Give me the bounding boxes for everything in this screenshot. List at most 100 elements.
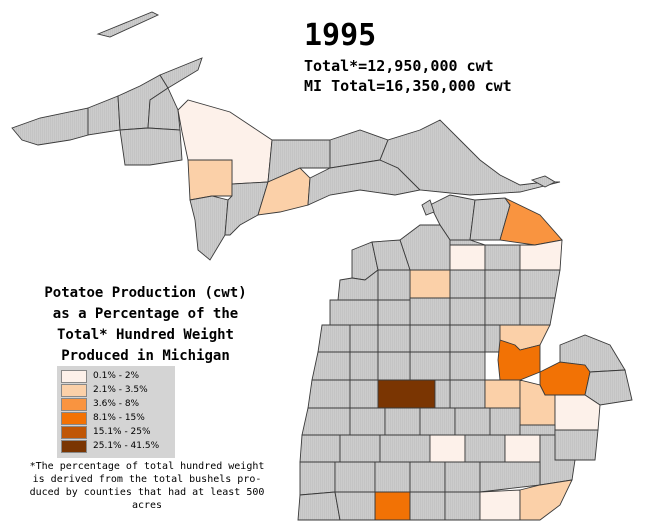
year-title: 1995 [304,18,377,53]
county-menominee [189,195,229,261]
county-kalamazoo [339,434,381,463]
county-ingham [419,407,456,436]
county-montcalm-s [377,379,436,409]
county-ionia [349,379,379,409]
footnote-line: *The percentage of total hundred weight [29,461,265,472]
county-grand-traverse [371,239,411,271]
county-kent [349,351,379,381]
county-ontonagon [87,95,121,136]
total-cwt-line: Total*=12,950,000 cwt [304,57,494,75]
legend-item: 3.6% - 8% [61,397,139,411]
county-midland [449,351,486,381]
county-gogebic [11,107,89,146]
county-gladwin [484,324,501,353]
county-berrien-s [297,491,341,521]
footnote-line: duced by counties that had at least 500 [29,487,265,498]
legend-title-line: Potatoe Production (cwt) [44,285,247,301]
legend-label: 2.1% - 3.5% [93,385,148,395]
legend-swatch [61,383,87,397]
legend-label: 3.6% - 8% [93,399,140,409]
county-lenawee [444,461,481,493]
county-oakland [489,407,521,436]
county-st-clair [554,394,601,431]
county-genesee [519,424,556,436]
legend-title-line: Produced in Michigan [61,348,230,364]
county-roscommon [449,297,486,326]
legend-title-line: Total* Hundred Weight [56,327,234,343]
county-kalkaska [409,269,451,299]
legend-item: 8.1% - 15% [61,411,145,425]
upper-peninsula [11,57,561,261]
county-mackinac [307,159,421,206]
county-lenawee-s [479,489,521,521]
county-saginaw [484,379,521,409]
footnote-line: is derived from the total bushels pro- [32,474,262,485]
county-mason [329,299,379,326]
county-muskegon [311,351,351,381]
county-ottawa [307,379,351,409]
county-clinton [434,379,451,409]
county-iosco [519,297,556,326]
legend-title-line: as a Percentage of the [52,306,239,322]
legend-swatch [61,425,87,439]
county-otsego [449,244,486,271]
county-oscoda [484,269,521,299]
island-drummond [530,175,556,188]
county-lake [377,299,411,326]
legend-swatch [61,411,87,425]
county-alpena [519,239,563,271]
legend-label: 15.1% - 25% [93,427,151,437]
county-newaygo [349,324,379,353]
county-osceola [409,324,451,353]
county-livingston [454,407,491,436]
county-chippewa [379,119,561,196]
legend-item: 25.1% - 41.5% [61,439,159,453]
legend-label: 25.1% - 41.5% [93,441,160,451]
county-wexford [377,269,411,301]
county-montmorency [484,244,521,271]
legend-item: 2.1% - 3.5% [61,383,148,397]
county-barry [349,407,386,436]
county-missaukee [409,297,451,326]
county-tuscola [539,361,591,396]
legend-swatch [61,439,87,453]
county-st-joseph [334,461,376,493]
county-van-buren [299,434,341,463]
legend-label: 0.1% - 2% [93,371,140,381]
legend-item: 0.1% - 2% [61,369,139,383]
county-branch-s [409,491,446,521]
county-alcona [519,269,561,299]
lower-peninsula [297,194,633,521]
county-hillsdale-s [444,491,481,521]
county-jackson [429,434,466,463]
county-dickinson [187,159,233,201]
county-wayne-n [504,434,541,463]
county-st-joseph-s [334,491,376,521]
county-cass [374,491,411,521]
county-mecosta [377,324,411,353]
county-berrien [299,461,336,496]
footnote: *The percentage of total hundred weight … [6,460,288,512]
county-montcalm [377,351,411,381]
county-eaton [384,407,421,436]
legend-swatch [61,369,87,383]
island-beaver [421,199,435,216]
county-oceana [317,324,351,353]
county-branch [374,461,411,493]
mi-total-cwt-line: MI Total=16,350,000 cwt [304,77,512,95]
county-sanilac [584,369,633,406]
footnote-line: acres [131,500,163,511]
legend-item: 15.1% - 25% [61,425,151,439]
county-keweenaw [159,57,203,89]
county-baraga [147,87,181,131]
county-calhoun [379,434,431,463]
county-hillsdale [409,461,446,493]
legend-swatch [61,397,87,411]
legend-label: 8.1% - 15% [93,413,145,423]
county-washtenaw [464,434,506,463]
county-gratiot [449,379,486,409]
county-allegan [301,407,351,436]
county-iron [119,127,183,166]
